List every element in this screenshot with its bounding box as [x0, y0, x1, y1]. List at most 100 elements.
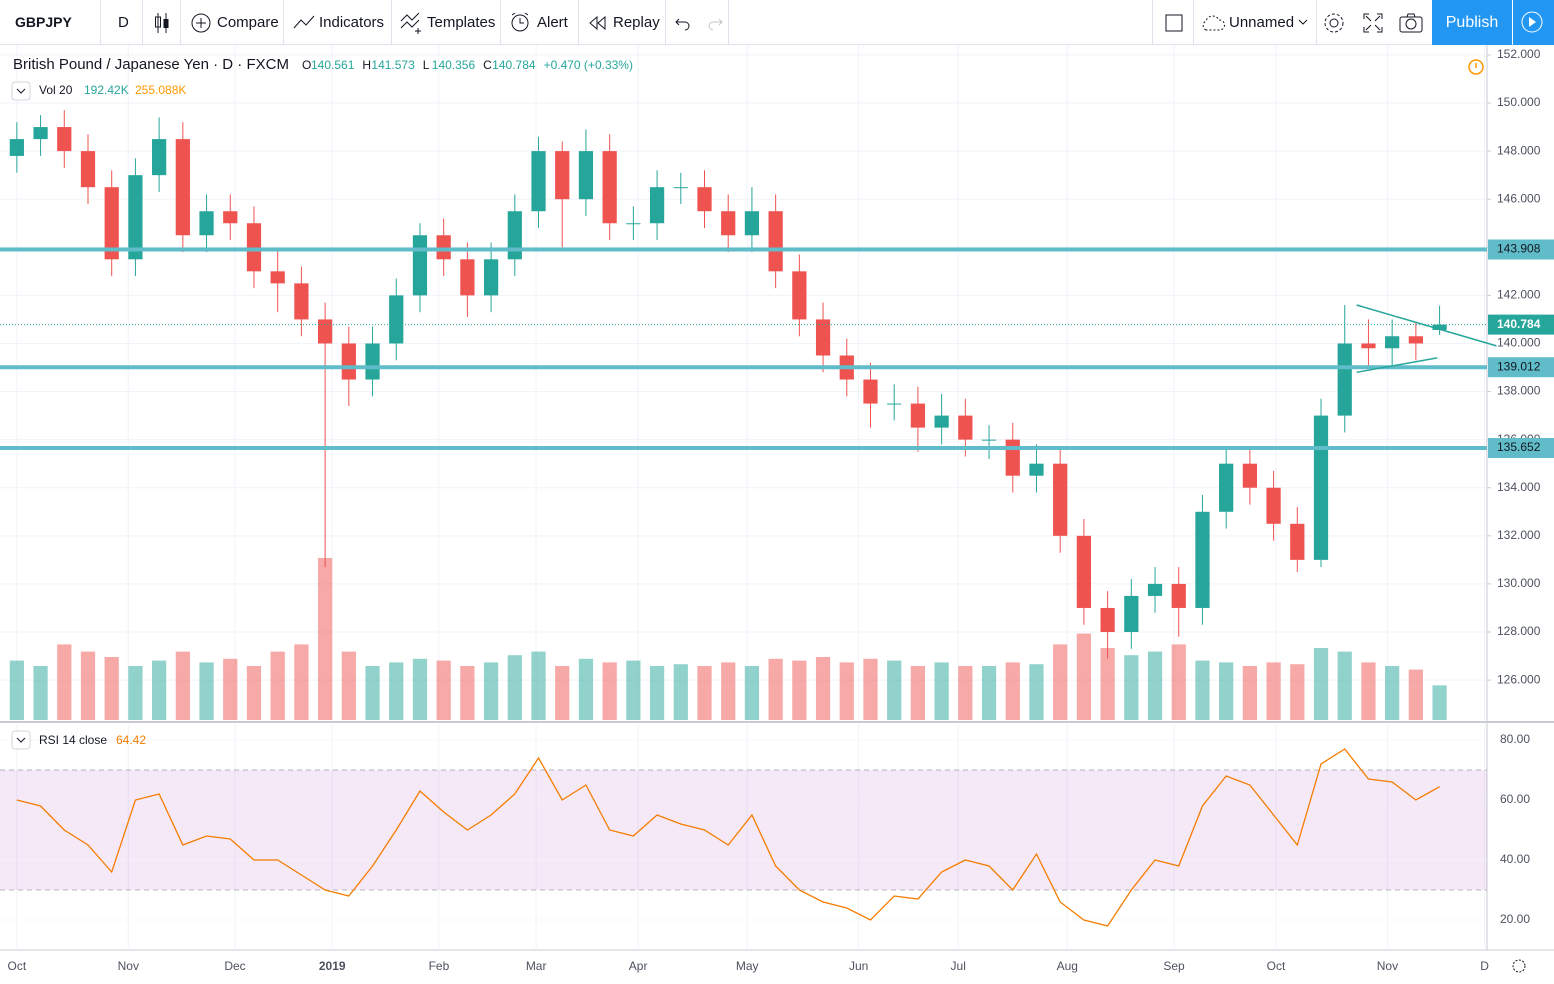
templates-button[interactable]: Templates [427, 14, 496, 31]
y-tick-label: 132.000 [1497, 528, 1541, 542]
axis-settings-icon[interactable] [1512, 959, 1526, 973]
volume-bar [33, 666, 48, 720]
fullscreen-icon[interactable] [1363, 13, 1383, 33]
toolbar: GBPJPY D Compare Indicators Templates Al… [0, 0, 1554, 45]
volume-bar [412, 658, 428, 720]
layout-name[interactable]: Unnamed [1229, 14, 1295, 31]
separator [665, 0, 666, 45]
x-tick-label: Nov [1377, 959, 1398, 973]
x-tick-label: Aug [1057, 959, 1078, 973]
candle-body [175, 139, 190, 236]
candle-body [1147, 583, 1163, 596]
separator [1193, 0, 1194, 45]
separator [180, 0, 181, 45]
ohlc-label: L [423, 58, 430, 72]
candle-body [412, 235, 428, 296]
candle-body [104, 187, 119, 260]
volume-bar [981, 666, 997, 720]
y-tick-label: 126.000 [1497, 672, 1541, 686]
level-label: 143.908 [1497, 242, 1541, 256]
alert-button[interactable]: Alert [537, 14, 568, 31]
snapshot-icon[interactable] [1399, 12, 1423, 34]
volume-bar [863, 658, 878, 720]
candle-body [578, 151, 594, 200]
candle-body [365, 343, 380, 380]
volume-bar [602, 662, 617, 720]
templates-icon[interactable] [399, 11, 423, 35]
volume-bar [152, 660, 167, 720]
candle-body [626, 223, 641, 225]
candle-body [863, 379, 878, 404]
volume-bar [57, 644, 72, 720]
volume-bar [1147, 651, 1163, 720]
level-label-bg [1488, 357, 1554, 378]
volume-bar [1076, 633, 1092, 720]
volume-bar [1005, 662, 1020, 720]
volume-bar [365, 666, 380, 720]
collapse-button[interactable] [11, 81, 31, 101]
volume-bar [910, 666, 926, 720]
volume-bar [317, 558, 333, 720]
undo-redo[interactable] [674, 14, 724, 32]
ohlc-label: H [362, 58, 371, 72]
volume-name: Vol 20 [39, 83, 73, 97]
volume-bar [1313, 648, 1329, 720]
candle-body [1219, 463, 1234, 512]
labels: Oct Nov Dec 2019 Feb Mar Apr May Jun Jul Aug Sep Oct… [8, 47, 1554, 973]
candle-body [57, 127, 72, 152]
publish-button[interactable]: Publish [1432, 0, 1512, 45]
x-tick-label: D [1480, 959, 1489, 973]
volume-bar [246, 666, 262, 720]
dropdown-icon[interactable] [1297, 18, 1309, 28]
volume-bar [1408, 669, 1423, 720]
ohlc-value: 140.561 [311, 58, 355, 72]
volume-bar [1242, 666, 1257, 720]
volume-bar [626, 660, 641, 720]
main-pane [0, 110, 1497, 927]
volume-bar [673, 664, 688, 720]
level-label-bg [1488, 438, 1554, 459]
compare-icon[interactable] [190, 12, 212, 34]
candle-body [1171, 583, 1186, 608]
cloud-icon[interactable] [1200, 13, 1226, 33]
level-label: 139.012 [1497, 359, 1541, 373]
y-tick-label: 148.000 [1497, 143, 1541, 157]
candle-body [128, 175, 143, 260]
replay-button[interactable]: Replay [613, 14, 660, 31]
volume-bar [1219, 662, 1234, 720]
warning-icon[interactable] [1468, 59, 1484, 75]
separator [100, 0, 101, 45]
multi-layout-icon[interactable] [1165, 14, 1183, 32]
interval[interactable]: D [118, 14, 129, 31]
collapse-button[interactable] [11, 730, 31, 750]
indicators-icon[interactable] [292, 12, 316, 34]
candle-body [1124, 595, 1139, 632]
y-tick-label: 140.000 [1497, 336, 1541, 350]
y-tick-label: 146.000 [1497, 191, 1541, 205]
candle-body [649, 187, 665, 224]
volume-bar [887, 660, 902, 720]
y-tick-label: 150.000 [1497, 95, 1541, 109]
volume-bar [175, 651, 190, 720]
volume-bar [578, 658, 594, 720]
volume-bar [9, 660, 24, 720]
volume-bar [199, 662, 214, 720]
indicators-button[interactable]: Indicators [319, 14, 385, 31]
y-tick-label: 130.000 [1497, 576, 1541, 590]
alert-icon[interactable] [509, 11, 531, 35]
candle-body [33, 127, 48, 140]
candle-body [1053, 463, 1068, 536]
symbol[interactable]: GBPJPY [15, 14, 72, 30]
candle-body [389, 295, 404, 344]
volume-bar [436, 660, 451, 720]
volume-bar [1385, 666, 1400, 720]
compare-button[interactable]: Compare [217, 14, 279, 31]
play-button[interactable] [1513, 0, 1554, 45]
candle-body [1029, 463, 1044, 476]
volume-bar [555, 666, 570, 720]
settings-icon[interactable] [1323, 12, 1345, 34]
chart-style-icon[interactable] [154, 12, 170, 34]
volume-bar [768, 658, 783, 720]
replay-icon[interactable] [588, 15, 608, 31]
volume-bar [270, 651, 285, 720]
